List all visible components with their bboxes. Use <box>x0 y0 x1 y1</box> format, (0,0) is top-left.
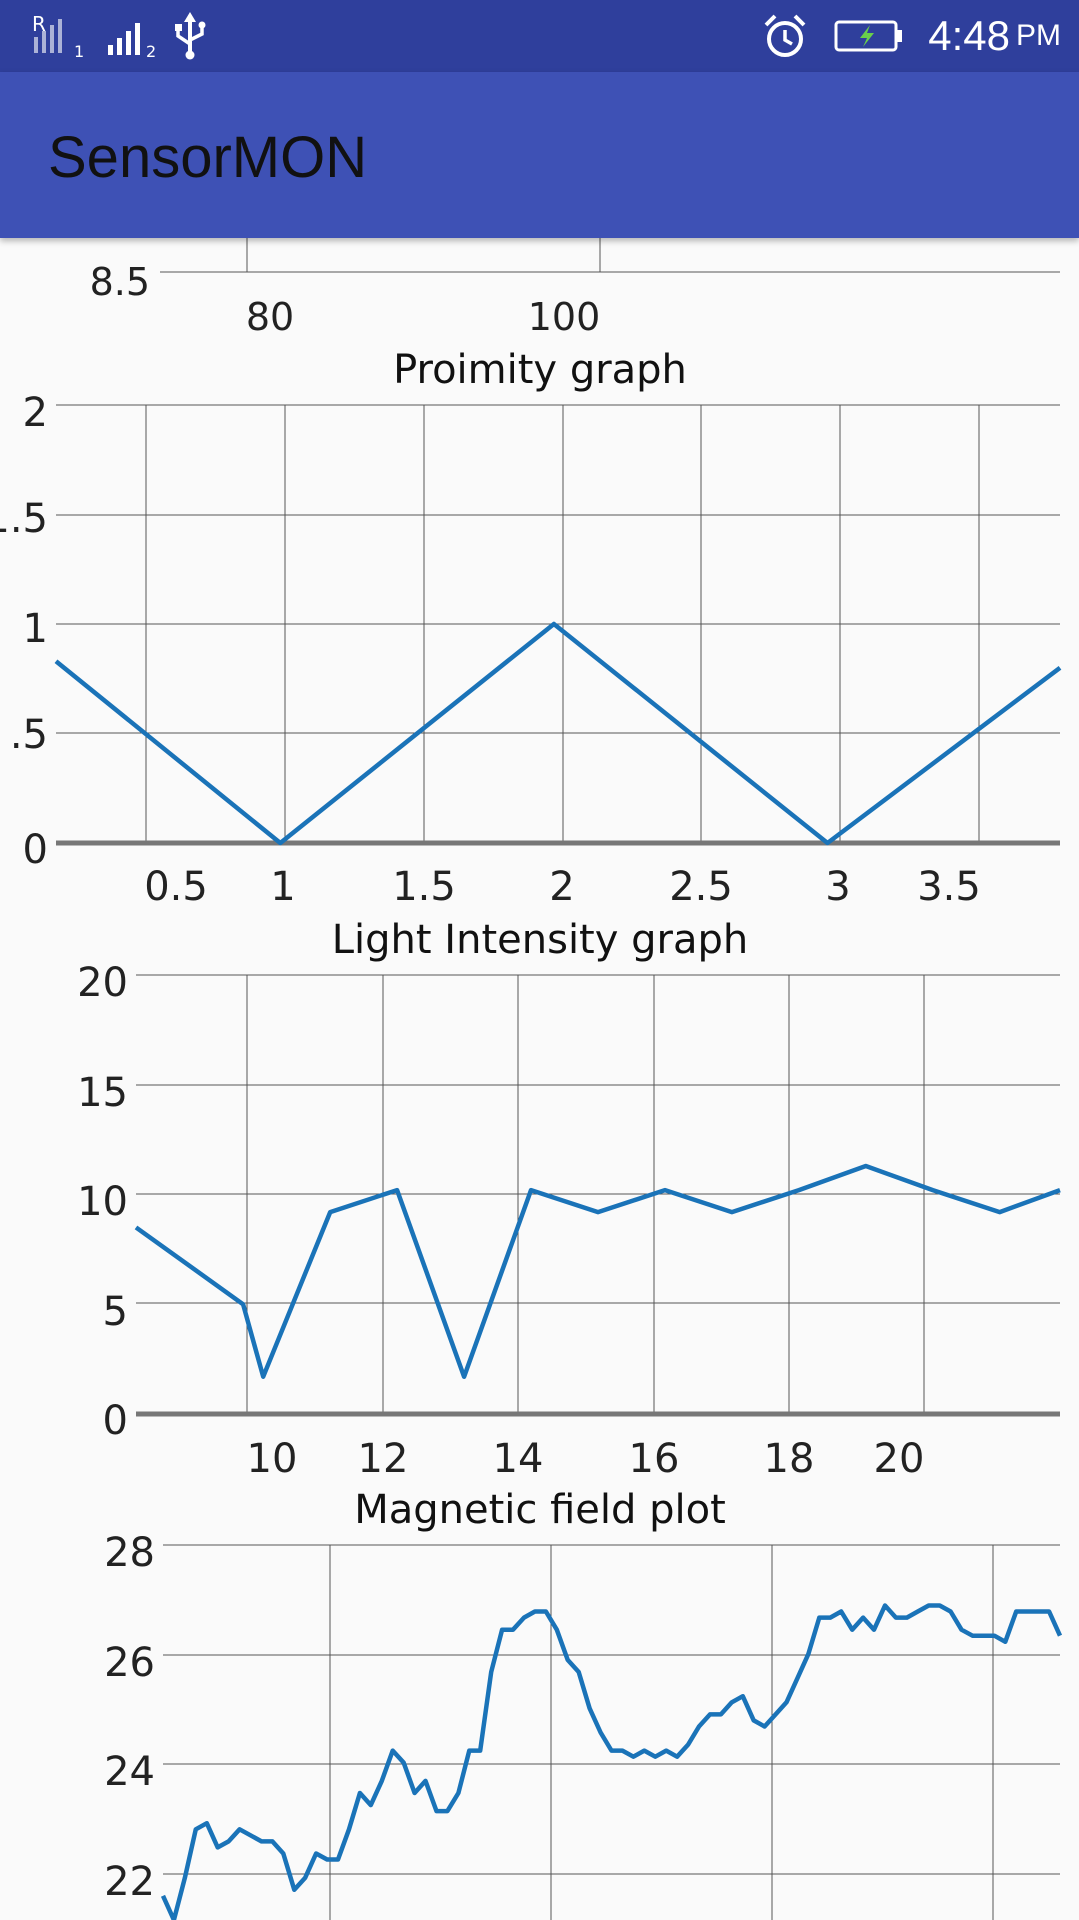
chart2-y-tick-label: 15 <box>77 1070 128 1116</box>
chart2-x-tick-label: 16 <box>629 1436 680 1482</box>
chart1-y-tick-label: 1.5 <box>0 496 48 542</box>
chart1-y-tick-label: 0 <box>23 827 48 873</box>
chart2-x-tick-label: 10 <box>247 1436 298 1482</box>
roaming-signal-icon: R 1 <box>30 0 90 72</box>
chart1-y-tick-label: 1 <box>23 606 48 652</box>
chart1-x-tick-label: 3 <box>825 864 850 910</box>
chart2-title: Light Intensity graph <box>332 917 748 963</box>
app-title: SensorMON <box>48 125 368 190</box>
chart2-y-tick-label: 20 <box>77 960 128 1006</box>
chart2-y-tick-label: 0 <box>103 1398 128 1444</box>
chart3-y-tick-label: 22 <box>104 1859 155 1905</box>
status-bar: R 1 2 <box>0 0 1079 72</box>
chart1-x-tick-label: 1 <box>270 864 295 910</box>
signal-icon: 2 <box>104 0 162 72</box>
chart2-x-tick-label: 18 <box>764 1436 815 1482</box>
chart1-y-tick-label: 2 <box>23 390 48 436</box>
chart1-x-tick-label: 1.5 <box>392 864 456 910</box>
sim2-index: 2 <box>146 42 156 61</box>
chart0-x-tick-label: 80 <box>246 295 294 339</box>
chart1-x-tick-label: 2 <box>549 864 574 910</box>
chart1-series-line <box>54 621 1062 846</box>
clock-time: 4:48 <box>928 12 1010 59</box>
chart0-x-tick-label: 100 <box>528 295 601 339</box>
sim1-index: 1 <box>74 42 84 61</box>
chart1-x-tick-label: 2.5 <box>669 864 733 910</box>
chart2-y-tick-label: 5 <box>103 1289 128 1335</box>
chart3-y-tick-label: 28 <box>104 1530 155 1576</box>
chart2-x-tick-label: 20 <box>874 1436 925 1482</box>
chart2-y-tick-label: 10 <box>77 1179 128 1225</box>
chart3-y-tick-label: 24 <box>104 1749 155 1795</box>
chart3-series-line <box>160 1603 1063 1920</box>
app-bar: SensorMON <box>0 72 1079 238</box>
usb-icon <box>170 0 210 72</box>
clock-ampm: PM <box>1016 19 1061 52</box>
sim1-roaming-label: R <box>32 12 46 36</box>
chart1-title: Proimity graph <box>393 347 687 393</box>
chart2-x-tick-label: 12 <box>358 1436 409 1482</box>
chart0-y-tick-label: 8.5 <box>90 260 150 304</box>
clock: 4:48 PM <box>928 0 1061 72</box>
chart3-y-tick-label: 26 <box>104 1640 155 1686</box>
chart1-x-tick-label: 3.5 <box>917 864 981 910</box>
chart2-series-line <box>134 1163 1061 1379</box>
chart1-y-tick-label: .5 <box>10 712 48 758</box>
battery-charging-icon <box>834 0 904 72</box>
chart3-title: Magnetic field plot <box>354 1487 726 1533</box>
alarm-icon <box>762 0 808 72</box>
chart2-x-tick-label: 14 <box>493 1436 544 1482</box>
chart1-x-tick-label: 0.5 <box>144 864 208 910</box>
